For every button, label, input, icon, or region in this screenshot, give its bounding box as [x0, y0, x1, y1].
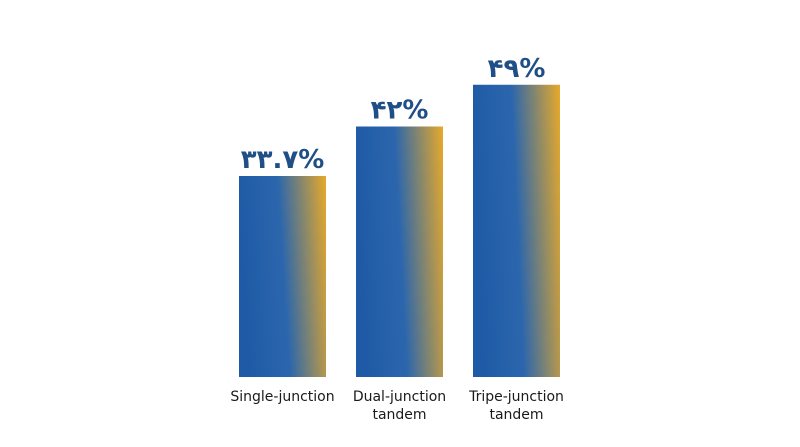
- value-labels-group: ۳۳.۷% ۴۲% ۴۹%: [241, 54, 546, 175]
- bar-1: [239, 176, 326, 377]
- bars-group: [239, 84, 560, 377]
- category-label-1: Single-junction: [230, 389, 334, 405]
- category-labels-group: Single-junction Dual-junction tandem Tripe-…: [230, 389, 564, 423]
- category-label-3: Tripe-junction tandem: [468, 389, 564, 423]
- value-label-1: ۳۳.۷%: [241, 145, 325, 175]
- bar-2: [356, 126, 443, 377]
- value-label-3: ۴۹%: [488, 54, 546, 84]
- value-label-2: ۴۲%: [371, 96, 429, 126]
- category-label-2: Dual-junction tandem: [353, 389, 446, 423]
- bar-3: [473, 84, 560, 377]
